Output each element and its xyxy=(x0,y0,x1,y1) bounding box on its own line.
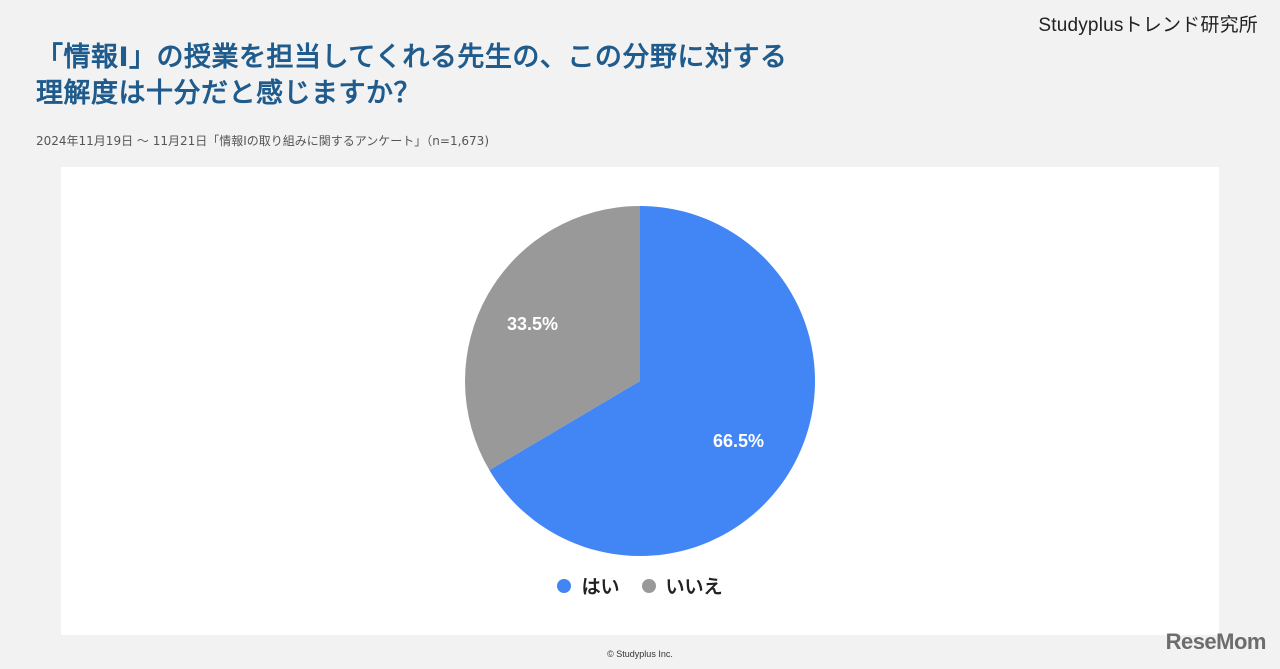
legend-item-yes[interactable]: はい xyxy=(557,572,620,599)
copyright: © Studyplus Inc. xyxy=(607,649,673,659)
pie-svg xyxy=(465,206,815,556)
resemom-watermark: ReseMom xyxy=(1165,629,1267,654)
chart-card: 66.5% 33.5% はい いいえ xyxy=(61,167,1219,635)
pie-slice-yes[interactable] xyxy=(489,206,815,556)
legend-dot-icon xyxy=(641,578,656,593)
chart-legend: はい いいえ xyxy=(61,572,1219,599)
slice-label-no: 33.5% xyxy=(507,314,559,334)
legend-item-no[interactable]: いいえ xyxy=(641,572,723,599)
title-line-1: 「情報Ⅰ」の授業を担当してくれる先生の、この分野に対する xyxy=(36,42,788,73)
legend-label: いいえ xyxy=(665,576,723,598)
survey-info: 2024年11月19日 ～ 11月21日「情報Ⅰの取り組みに関するアンケート」（… xyxy=(36,134,490,148)
brand-logo: Studyplusトレンド研究所 xyxy=(1038,15,1258,36)
page-title: 「情報Ⅰ」の授業を担当してくれる先生の、この分野に対する 理解度は十分だと感じま… xyxy=(36,40,787,112)
legend-label: はい xyxy=(581,576,620,598)
pie-slice-no[interactable] xyxy=(465,206,640,471)
pie-chart: 66.5% 33.5% xyxy=(465,206,815,556)
title-line-2: 理解度は十分だと感じますか？ xyxy=(36,78,421,109)
legend-dot-icon xyxy=(557,578,572,593)
slice-label-yes: 66.5% xyxy=(713,431,765,451)
